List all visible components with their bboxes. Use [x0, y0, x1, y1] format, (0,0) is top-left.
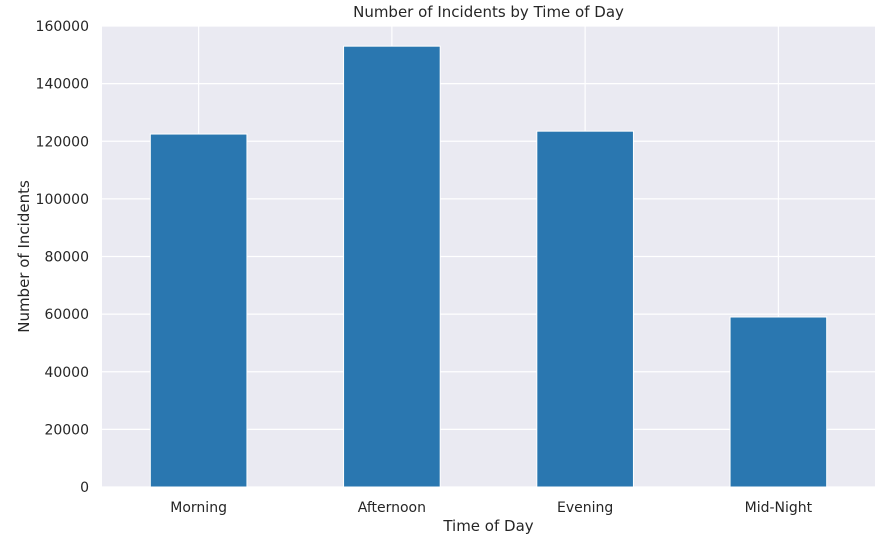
y-tick-label: 20000: [44, 422, 89, 438]
bar-mid-night: [729, 316, 828, 488]
x-tick-label: Morning: [170, 500, 227, 516]
y-tick-label: 60000: [44, 307, 89, 323]
x-axis-title: Time of Day: [442, 517, 533, 535]
y-tick-label: 40000: [44, 365, 89, 381]
bar-morning: [149, 133, 248, 488]
x-axis-ticks: Morning Afternoon Evening Mid-Night: [170, 500, 812, 516]
bar-afternoon: [343, 45, 441, 488]
y-tick-label: 0: [80, 480, 89, 496]
y-axis-ticks: 0 20000 40000 60000 80000 100000 120000 140000 1…: [36, 19, 89, 496]
chart-title: Number of Incidents by Time of Day: [353, 3, 624, 21]
y-tick-label: 160000: [36, 19, 89, 35]
x-tick-label: Afternoon: [358, 500, 426, 516]
y-tick-label: 140000: [36, 77, 89, 93]
x-tick-label: Evening: [557, 500, 613, 516]
y-axis-title: Number of Incidents: [15, 180, 33, 333]
bars: [149, 45, 828, 488]
y-tick-label: 100000: [36, 192, 89, 208]
x-tick-label: Mid-Night: [745, 500, 813, 516]
bar-evening: [536, 130, 634, 488]
y-tick-label: 80000: [44, 250, 89, 266]
y-tick-label: 120000: [36, 134, 89, 150]
